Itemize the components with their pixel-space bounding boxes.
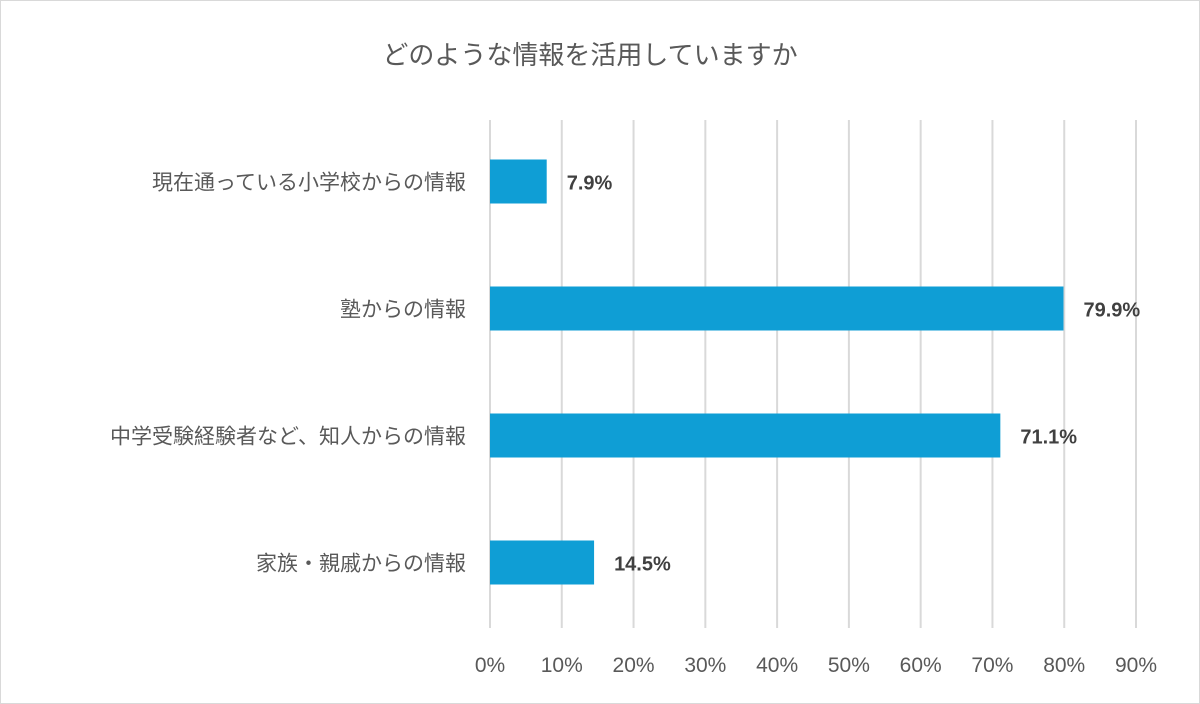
- bar: [490, 413, 1001, 458]
- data-label: 7.9%: [567, 173, 613, 195]
- category-label: 塾からの情報: [340, 298, 466, 322]
- x-tick-label: 0%: [475, 654, 505, 677]
- category-label: 家族・親戚からの情報: [256, 552, 466, 576]
- x-tick-label: 80%: [1043, 654, 1085, 677]
- bar: [490, 286, 1064, 331]
- bar: [490, 159, 547, 204]
- category-label: 中学受験経験者など、知人からの情報: [110, 425, 466, 449]
- category-label: 現在通っている小学校からの情報: [152, 171, 466, 195]
- chart-title: どのような情報を活用していますか: [382, 41, 797, 71]
- data-label: 71.1%: [1020, 427, 1077, 449]
- x-tick-label: 50%: [828, 654, 870, 677]
- x-tick-label: 20%: [613, 654, 655, 677]
- x-tick-label: 40%: [756, 654, 798, 677]
- x-tick-label: 70%: [971, 654, 1013, 677]
- data-label: 79.9%: [1084, 300, 1141, 322]
- x-tick-label: 60%: [900, 654, 942, 677]
- x-tick-label: 10%: [541, 654, 583, 677]
- x-tick-label: 30%: [684, 654, 726, 677]
- x-tick-label: 90%: [1115, 654, 1157, 677]
- bar: [490, 540, 595, 585]
- data-label: 14.5%: [614, 554, 671, 576]
